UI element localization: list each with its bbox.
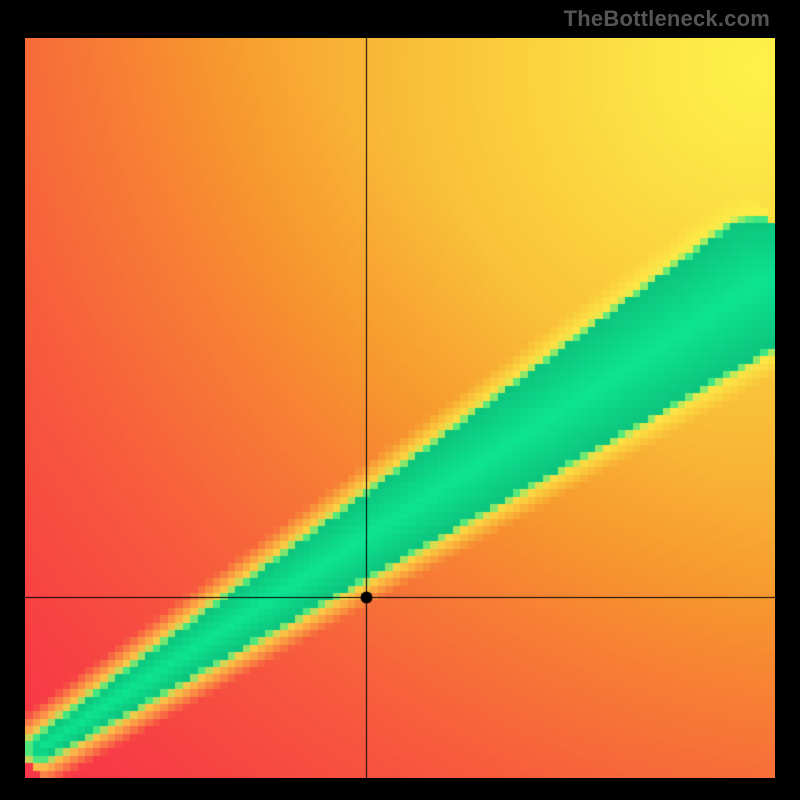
- watermark-text: TheBottleneck.com: [564, 6, 770, 32]
- heatmap-canvas: [25, 38, 775, 778]
- bottleneck-heatmap: [25, 38, 775, 778]
